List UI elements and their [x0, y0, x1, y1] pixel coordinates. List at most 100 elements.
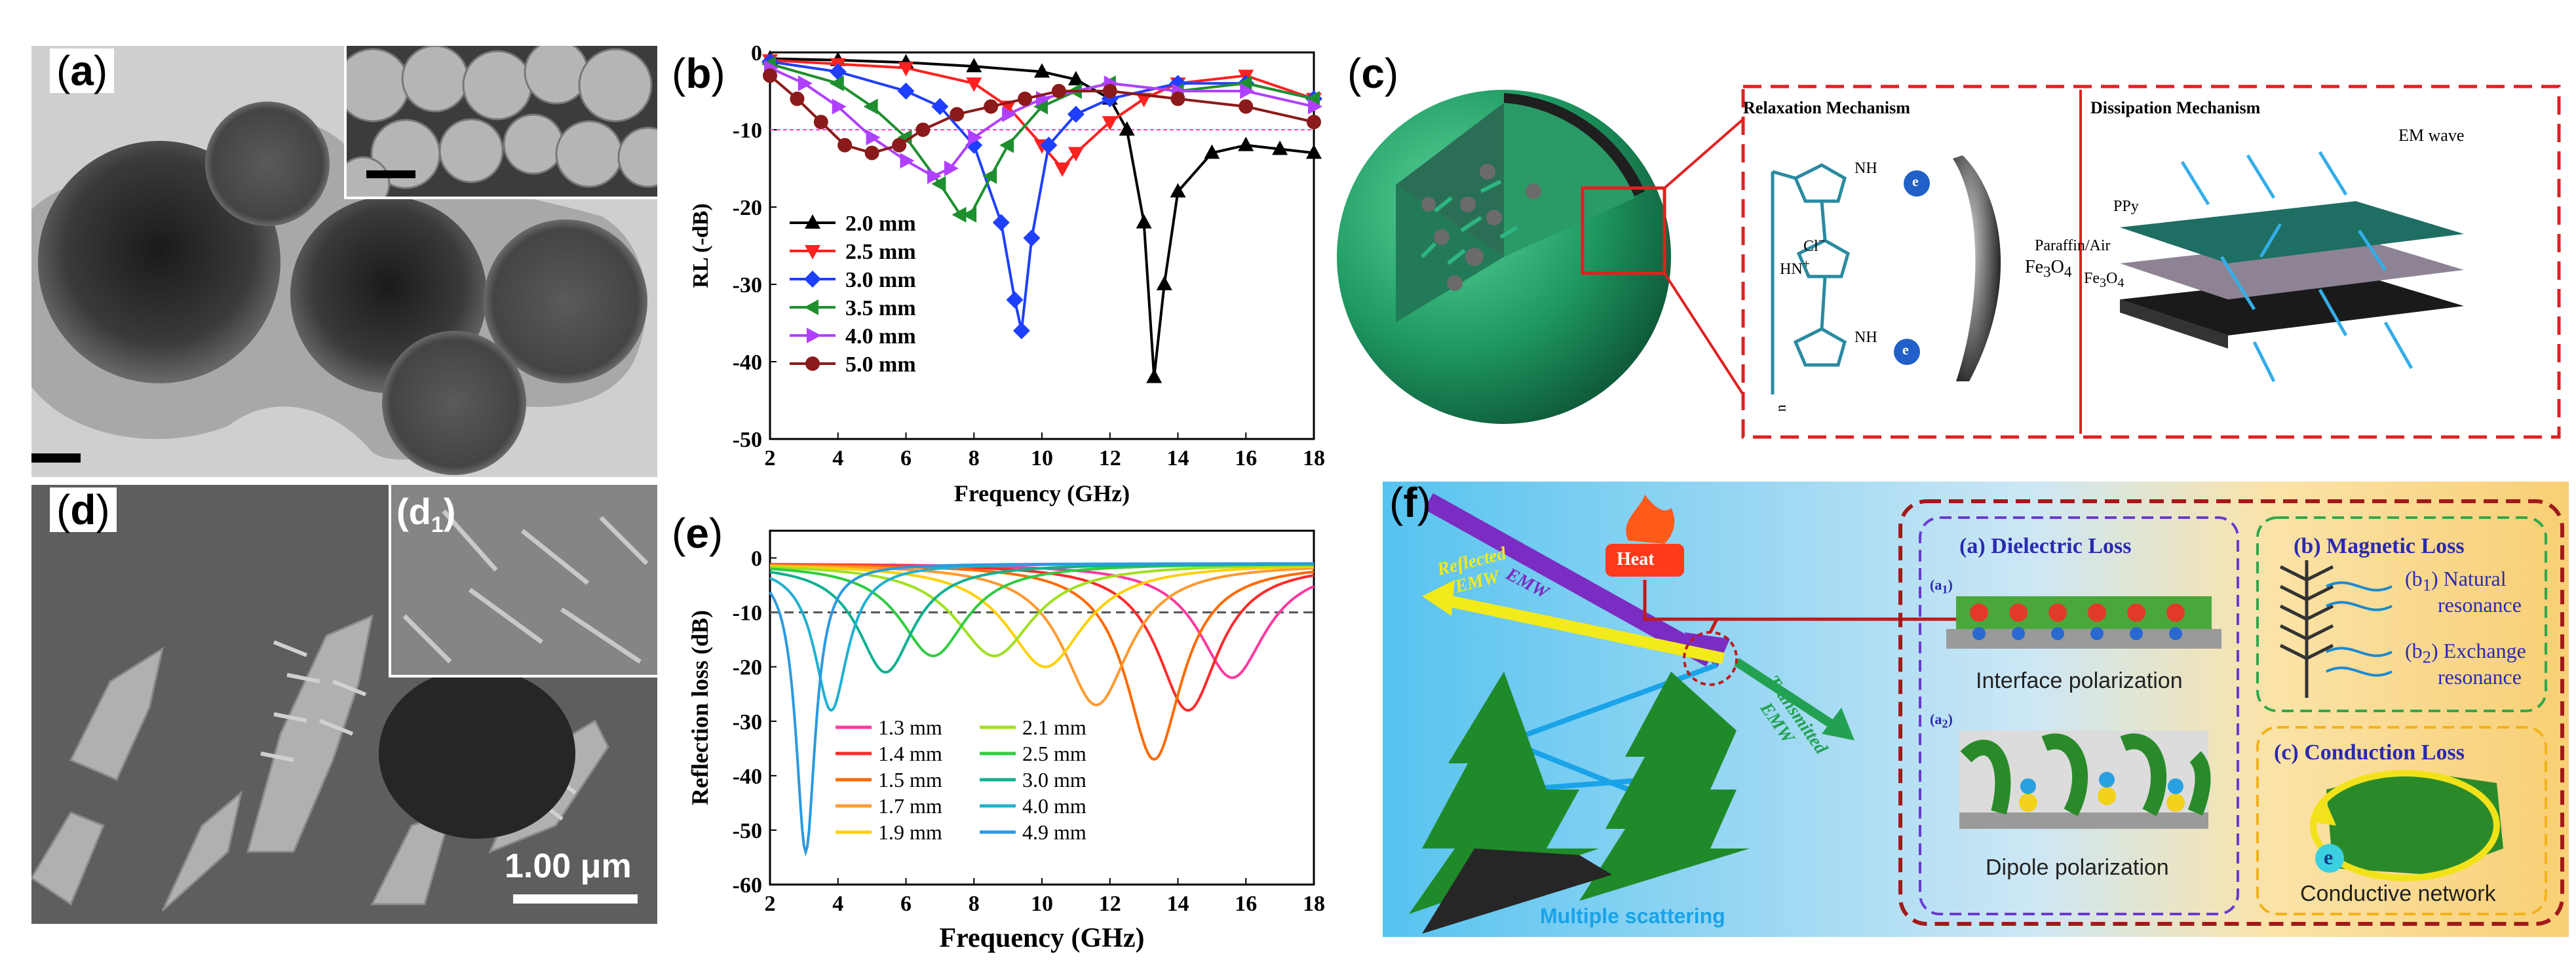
mechanism-diagram: [1337, 85, 2561, 439]
x-tick-label: 12: [1099, 446, 1121, 470]
data-point: [805, 245, 820, 259]
sphere-bottom: [382, 331, 526, 475]
data-point: [1119, 121, 1135, 136]
series-line: [769, 66, 1315, 178]
legend-label: 1.7 mm: [878, 794, 942, 818]
fe3o4-particle: [1953, 155, 2001, 381]
sphere-top: [205, 102, 330, 226]
x-tick-label: 10: [1031, 446, 1053, 470]
conductive-network-label: Conductive network: [2300, 881, 2496, 906]
data-point: [1170, 183, 1186, 198]
y-tick-label: -60: [733, 873, 762, 898]
magnetic-box: [2256, 516, 2547, 712]
legend-label: 1.9 mm: [878, 820, 942, 844]
data-point: [1238, 136, 1254, 151]
sem-micrograph: [31, 485, 657, 924]
data-point: [952, 206, 967, 223]
x-tick-label: 8: [969, 892, 980, 916]
y-tick-label: -20: [733, 196, 762, 220]
series-1.5-mm: [770, 563, 1315, 761]
data-point: [1146, 368, 1163, 383]
series-line: [769, 562, 1314, 857]
y-tick-label: -30: [733, 710, 762, 735]
panel-label-e: (e): [665, 511, 730, 556]
paraffin-label: Paraffin/Air: [2035, 237, 2111, 254]
relaxation-title: Relaxation Mechanism: [1743, 98, 1910, 117]
y-axis-label: Reflection loss (dB): [687, 610, 713, 805]
data-point: [1204, 144, 1220, 159]
data-point: [982, 168, 997, 184]
y-tick-label: -50: [733, 819, 762, 843]
data-point: [1102, 84, 1117, 98]
legend-label: 3.0 mm: [1022, 768, 1086, 792]
scale-label: 1.00 μm: [505, 847, 632, 885]
legend-item: 5.0 mm: [790, 353, 916, 377]
legend-item: 1.3 mm: [836, 715, 942, 739]
sphere-right: [484, 219, 647, 383]
dissipation-title: Dissipation Mechanism: [2090, 98, 2261, 117]
x-tick-label: 6: [900, 446, 912, 470]
legend-label: 3.5 mm: [845, 296, 916, 320]
data-point: [1239, 99, 1254, 114]
heat-label: Heat: [1617, 549, 1655, 569]
data-point: [804, 271, 821, 288]
series-line: [769, 57, 1315, 377]
x-tick-label: 16: [1235, 446, 1257, 470]
legend-label: 2.5 mm: [845, 240, 916, 264]
data-point: [804, 299, 818, 315]
fe3o4-label-right: Fe3O4: [2084, 270, 2124, 290]
data-point: [962, 206, 977, 223]
layer-stack: [2120, 201, 2464, 349]
dielectric-box: [1919, 516, 2239, 915]
nh-bottom: NH: [1855, 329, 1877, 346]
zoom-box: [1581, 186, 1666, 275]
heat-badge: [1605, 544, 1684, 577]
legend-item: 2.0 mm: [790, 212, 916, 236]
dipole-polarization-label: Dipole polarization: [1986, 855, 2169, 880]
panel-label-c: (c): [1341, 51, 1406, 96]
data-point: [1034, 63, 1050, 78]
legend-item: 4.0 mm: [790, 324, 916, 349]
series-line: [769, 563, 1314, 658]
panel-c-schematic: Relaxation Mechanism Dissipation Mechani…: [1337, 41, 2569, 460]
b1-label: (b1) Natural: [2405, 567, 2507, 595]
transmitted-arrow: [1734, 658, 1844, 735]
magnetic-fern: [2279, 560, 2334, 698]
panel-f-mechanism: Incident EMW Reflected EMW Transmitted EMW …: [1383, 482, 2569, 937]
legend-item: 3.0 mm: [980, 768, 1086, 792]
panel-b-chart: 2 4 6 8 10 12 14 16 18 0 -10 -20 -30 -40 -50 Frequency …: [665, 39, 1334, 511]
x-tick-label: 2: [765, 892, 776, 916]
reflected-arrow: [1440, 594, 1725, 664]
legend-item: 3.5 mm: [790, 296, 916, 320]
scale-bar: [513, 894, 638, 904]
data-point: [832, 98, 847, 115]
legend-item: 2.5 mm: [980, 742, 1086, 765]
data-point: [863, 98, 878, 115]
scale-bar: [31, 453, 81, 463]
x-tick-label: 18: [1303, 892, 1325, 916]
x-tick-label: 6: [900, 892, 912, 916]
em-wave-label: EM wave: [2398, 126, 2465, 145]
data-point: [1067, 147, 1084, 162]
x-tick-label: 4: [832, 892, 843, 916]
y-tick-label: -40: [733, 765, 762, 789]
mechanism-box: [1741, 85, 2561, 439]
data-point: [931, 176, 946, 192]
series-line: [769, 565, 1314, 668]
x-tick-label: 2: [765, 446, 776, 470]
multiple-scattering-label: Multiple scattering: [1540, 904, 1725, 928]
series-5.0-mm: [763, 68, 1321, 161]
inset-scale-bar: [366, 170, 415, 178]
sem-inset-d1: (d1): [389, 485, 657, 677]
x-tick-label: 8: [969, 446, 980, 470]
data-point: [805, 214, 820, 229]
legend-label: 4.9 mm: [1022, 820, 1086, 844]
conduction-loop: [2310, 770, 2500, 881]
electron-2: e: [1902, 341, 1909, 358]
data-point: [837, 138, 853, 153]
data-point: [898, 62, 914, 77]
y-axis-label: RL (-dB): [689, 203, 713, 288]
series-line: [770, 564, 1315, 706]
loss-mechanism-diagram: [1383, 482, 2569, 937]
panel-label-b: (b): [665, 51, 732, 96]
